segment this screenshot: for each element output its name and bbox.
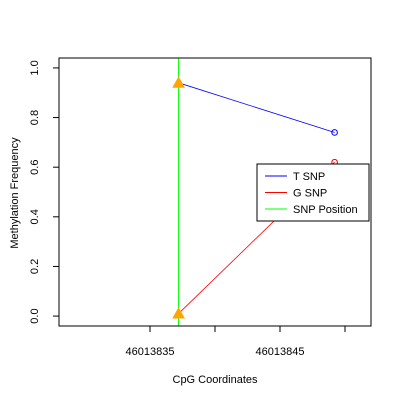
plot-layer: 0.0 0.2 0.4 0.6 0.8 1.0 46013835 46013845 T SNP G… (29, 57, 372, 358)
x-axis-label: CpG Coordinates (173, 374, 258, 386)
x-tick-label-1: 46013845 (256, 346, 305, 358)
y-tick-label-3: 0.6 (29, 160, 41, 175)
y-tick-label-2: 0.4 (29, 209, 41, 224)
x-tick-label-0: 46013835 (126, 346, 175, 358)
legend-label-t-snp: T SNP (293, 171, 325, 183)
legend-label-g-snp: G SNP (293, 188, 327, 200)
y-axis-label: Methylation Frequency (9, 137, 21, 249)
y-tick-label-0: 0.0 (29, 308, 41, 323)
y-tick-label-4: 0.8 (29, 110, 41, 125)
y-tick-label-1: 0.2 (29, 259, 41, 274)
legend-label-snp-position: SNP Position (293, 204, 358, 216)
t-snp-point (331, 129, 338, 136)
t-snp-line (178, 82, 335, 133)
snp-marker-0 (172, 76, 185, 88)
snp-marker-1 (172, 307, 185, 319)
y-tick-label-5: 1.0 (29, 60, 41, 75)
